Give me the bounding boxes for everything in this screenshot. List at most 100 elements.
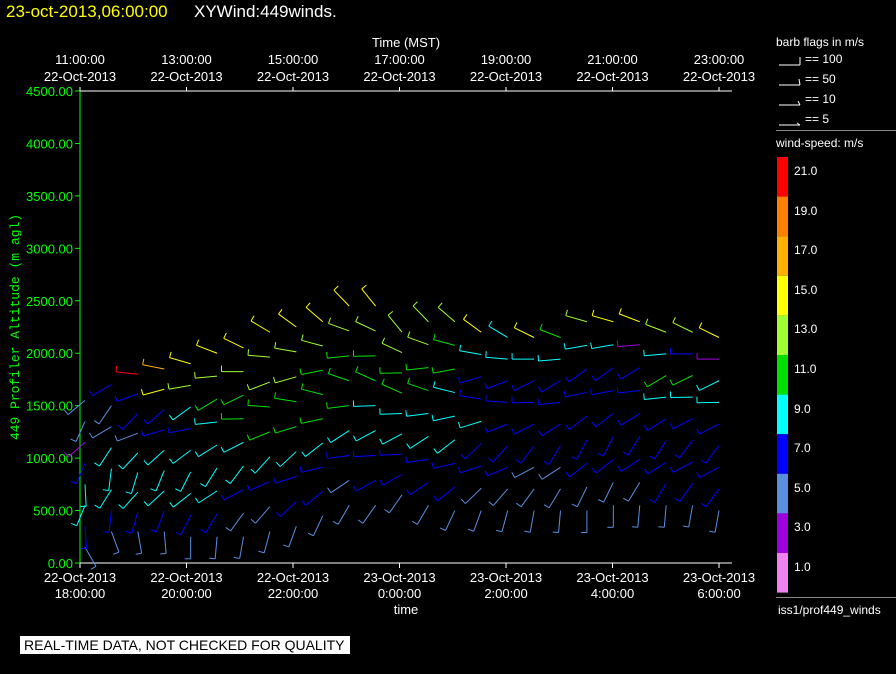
wind-barb (459, 376, 482, 384)
wind-barb-flag (459, 389, 461, 396)
wind-barb (644, 353, 667, 357)
wind-barb (688, 505, 694, 528)
wind-barb-flag (250, 518, 256, 524)
wind-barb (142, 388, 165, 396)
wind-barb-flag (328, 317, 332, 324)
y-tick-label: 500.00 (33, 504, 73, 519)
wind-barb (173, 493, 191, 508)
wind-barb-flag (617, 419, 622, 426)
wind-barb (223, 441, 244, 453)
wind-barb (565, 344, 588, 350)
wind-barb (155, 470, 165, 492)
wind-barb-flag (645, 318, 649, 325)
barb-flag-icon (779, 100, 801, 106)
wind-barb (407, 382, 429, 392)
wind-barb (437, 439, 456, 454)
wind-barb-flag (282, 544, 289, 548)
wind-barb-flag (143, 501, 149, 507)
wind-barb (147, 490, 165, 507)
wind-barb-flag (103, 531, 110, 533)
wind-barb (147, 409, 165, 425)
wind-barb (445, 510, 456, 531)
wind-barb (406, 458, 429, 463)
wind-barb (75, 421, 86, 442)
x-tick-label-date: 23-Oct-2013 (576, 570, 648, 585)
colorbar-swatch (777, 355, 788, 395)
wind-barb (617, 390, 640, 394)
wind-barb (538, 401, 561, 406)
wind-barb (110, 531, 120, 553)
wind-barb (595, 367, 614, 381)
wind-barb (84, 547, 97, 567)
wind-barb-flag (225, 479, 231, 484)
barb-flag-icon (779, 78, 801, 86)
top-tick-label-time: 11:00:00 (55, 52, 105, 67)
wind-barb-flag (220, 399, 225, 406)
x-tick-label-date: 23-Oct-2013 (683, 570, 755, 585)
wind-barb (654, 440, 667, 460)
wind-barb (644, 396, 667, 400)
wind-barb-flag (709, 530, 716, 533)
wind-barb-flag (168, 414, 174, 421)
wind-barb (406, 367, 429, 371)
wind-barb-flag (71, 522, 77, 527)
wind-barb-flag (169, 502, 174, 508)
wind-barb-flag (225, 527, 231, 532)
wind-barb-flag (571, 503, 578, 508)
wind-barb-flag (563, 390, 566, 397)
wind-barb-flag (700, 459, 707, 464)
wind-barb-flag (511, 472, 516, 478)
wind-barb-flag (460, 453, 466, 460)
wind-barb (305, 491, 324, 506)
wind-barb (460, 465, 482, 474)
wind-barb-flag (273, 477, 276, 484)
wind-barb (437, 486, 456, 502)
wind-barb (249, 381, 271, 391)
wind-barb (380, 453, 403, 456)
wind-barb (576, 439, 588, 460)
wind-barb (92, 426, 112, 439)
wind-barb-flag (405, 363, 408, 370)
wind-barb-flag (658, 526, 665, 528)
wind-barb (356, 479, 376, 492)
colorbar-swatch (777, 275, 788, 316)
wind-barb (433, 339, 455, 346)
wind-barb (672, 418, 693, 430)
y-tick-label: 1500.00 (26, 399, 73, 414)
wind-barb (672, 461, 693, 473)
wind-barb-flag (459, 344, 462, 351)
wind-barb (223, 337, 244, 349)
barb-flag-legend-row: == 50 (778, 72, 896, 90)
wind-barb (172, 449, 191, 464)
wind-barb (239, 536, 244, 559)
wind-barb-flag (563, 343, 566, 350)
wind-barb-flag (233, 556, 240, 559)
wind-barb-flag (169, 351, 172, 358)
wind-barb-flag (167, 383, 170, 390)
wind-barb (699, 466, 720, 479)
barb-flag-legend-row: == 10 (778, 92, 896, 110)
wind-barb-flag (649, 455, 655, 460)
wind-barb (621, 459, 641, 472)
wind-barb (705, 488, 720, 508)
wind-barb (328, 322, 350, 332)
wind-barb-flag (649, 499, 656, 503)
wind-barb (678, 440, 693, 459)
legend-divider-bottom (776, 597, 896, 598)
wind-barb-flag (485, 351, 487, 358)
wind-barb (205, 467, 218, 487)
wind-barb (620, 367, 641, 380)
wind-barb (75, 463, 86, 484)
wind-barb-flag (457, 466, 461, 473)
wind-barb-flag (64, 451, 69, 458)
x-axis-label: time (394, 602, 419, 617)
wind-barb-flag (543, 504, 550, 509)
wind-barb (355, 321, 376, 332)
wind-barb (407, 336, 429, 346)
barb-flags-title: barb flags in m/s (776, 35, 865, 49)
x-tick-label-time: 20:00:00 (161, 586, 212, 601)
wind-barb-flag (169, 458, 174, 464)
wind-barb (538, 358, 561, 362)
wind-barb-flag (616, 386, 619, 393)
wind-barb (602, 436, 614, 457)
